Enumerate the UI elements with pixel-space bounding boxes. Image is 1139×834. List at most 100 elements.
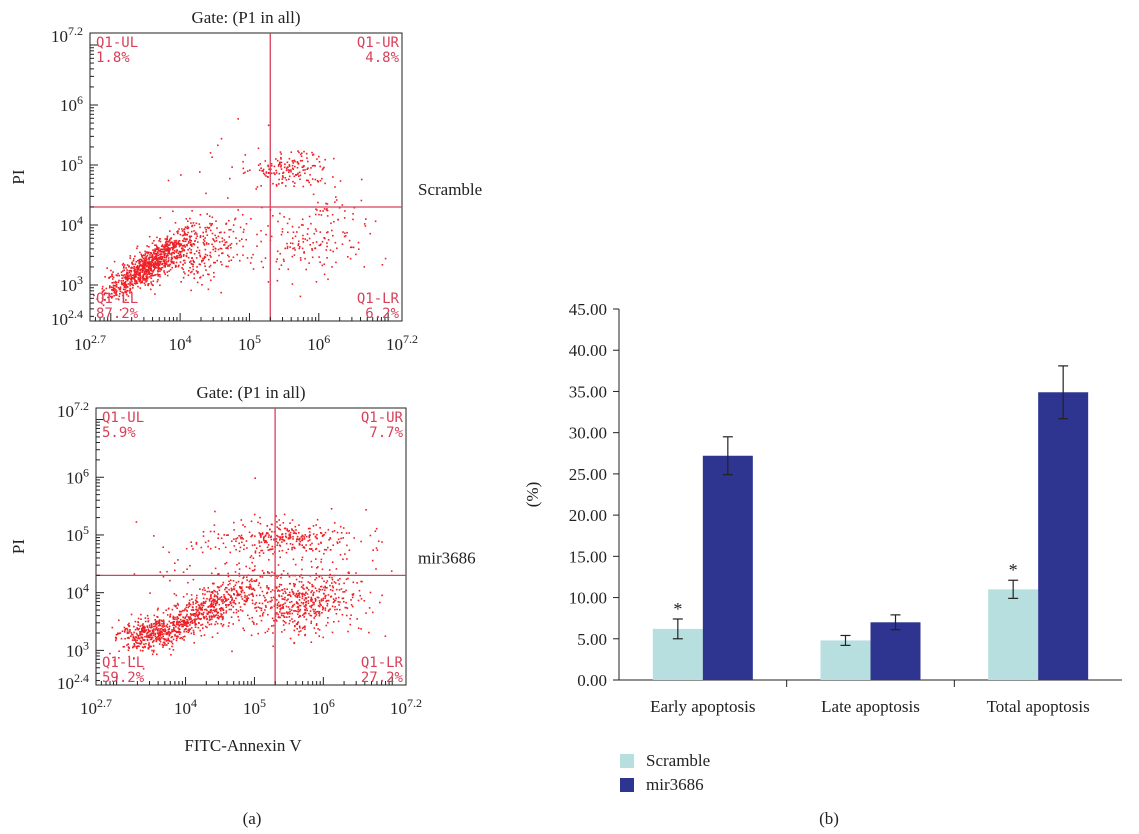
scatter-point xyxy=(199,629,201,632)
scatter-point xyxy=(365,509,367,511)
scatter-point xyxy=(327,617,329,619)
scatter-point xyxy=(133,657,135,659)
scatter-point xyxy=(241,238,243,240)
scatter-point xyxy=(253,580,255,582)
scatter-point xyxy=(289,619,291,622)
scatter-point xyxy=(155,244,157,247)
scatter-point xyxy=(177,627,180,629)
scatter-point xyxy=(234,571,237,573)
scatter-point xyxy=(217,598,219,600)
scatter-point xyxy=(154,625,156,627)
scatter-point xyxy=(253,623,255,625)
scatter-point xyxy=(375,527,378,530)
scatter-point xyxy=(199,235,202,237)
scatter-point xyxy=(124,630,126,633)
scatter-point xyxy=(191,225,193,228)
scatter-point xyxy=(204,625,207,628)
tick-base: 10 xyxy=(66,468,83,487)
scatter-point xyxy=(323,534,325,536)
scatter-point xyxy=(346,607,349,609)
scatter-point xyxy=(213,589,215,592)
scatter-point xyxy=(156,247,158,250)
scatter-point xyxy=(375,547,378,549)
scatter-point xyxy=(254,607,256,609)
scatter-point xyxy=(271,545,274,548)
scatter-point xyxy=(168,270,170,272)
scatter-point xyxy=(236,537,239,539)
scatter-point xyxy=(154,258,156,260)
scatter-point xyxy=(173,593,176,595)
scatter-point xyxy=(196,233,198,235)
tick-base: 10 xyxy=(80,699,97,718)
scatter-point xyxy=(273,605,276,607)
tick-base: 10 xyxy=(60,96,77,115)
scatter-point xyxy=(172,630,174,633)
scatter-point xyxy=(214,510,216,513)
scatter-point xyxy=(175,239,177,242)
scatter-point xyxy=(157,254,160,257)
scatter-point xyxy=(163,246,166,249)
quadrant-ur-name: Q1-UR xyxy=(361,410,404,426)
scatter-point xyxy=(299,575,301,578)
panel-b-caption: (b) xyxy=(819,809,839,828)
scatter-point xyxy=(183,229,185,231)
scatter-point xyxy=(279,605,281,607)
scatter-point xyxy=(285,167,288,170)
scatter-point xyxy=(239,536,242,538)
scatter-point xyxy=(150,256,152,259)
scatter-point xyxy=(304,238,306,240)
scatter-point xyxy=(390,570,393,572)
scatter-point xyxy=(142,631,144,633)
scatter-point xyxy=(141,624,143,626)
scatter-point xyxy=(147,628,150,631)
scatter-point xyxy=(199,618,202,621)
scatter-point xyxy=(384,257,387,260)
scatter-point xyxy=(307,581,310,583)
scatter-point xyxy=(227,572,229,575)
scatter-point xyxy=(227,584,229,586)
scatter-point xyxy=(315,524,317,526)
scatter-point xyxy=(122,280,124,282)
scatter-point xyxy=(148,636,150,639)
scatter-point xyxy=(124,629,126,631)
scatter-point xyxy=(114,280,117,283)
scatter-point xyxy=(133,625,135,628)
scatter-point xyxy=(303,588,305,590)
scatter-point xyxy=(159,238,161,240)
scatter-point xyxy=(220,537,223,540)
quadrant-lr-percent: 6.2% xyxy=(365,306,399,322)
scatter-point xyxy=(237,610,240,612)
scatter-point xyxy=(246,170,249,172)
scatter-point xyxy=(220,585,222,587)
scatter-point xyxy=(181,623,183,626)
scatter-point xyxy=(128,637,130,639)
scatter-point xyxy=(292,162,294,164)
scatter-point xyxy=(159,274,161,276)
scatter-point xyxy=(171,266,173,269)
scatter-point xyxy=(169,622,172,624)
scatter-point xyxy=(310,598,313,600)
scatter-point xyxy=(166,644,168,646)
scatter-point xyxy=(270,172,273,175)
scatter-point xyxy=(281,231,284,233)
scatter-point xyxy=(125,287,127,289)
scatter-point xyxy=(275,260,278,263)
scatter-point xyxy=(209,530,212,533)
y-tick-label: 15.00 xyxy=(569,547,607,566)
scatter-point xyxy=(220,231,222,234)
scatter-point xyxy=(163,261,166,263)
scatter-point xyxy=(122,292,125,294)
scatter-point xyxy=(176,621,178,623)
scatter-point xyxy=(131,261,133,264)
scatter-point xyxy=(121,277,123,279)
scatter-point xyxy=(318,161,321,163)
scatter-point xyxy=(195,614,197,616)
scatter-point xyxy=(298,592,301,594)
scatter-point xyxy=(156,630,159,632)
scatter-point xyxy=(154,261,157,263)
scatter-point xyxy=(143,643,145,646)
scatter-point xyxy=(211,615,214,618)
scatter-point xyxy=(153,265,155,267)
scatter-point xyxy=(308,535,310,537)
scatter-point xyxy=(298,580,301,583)
